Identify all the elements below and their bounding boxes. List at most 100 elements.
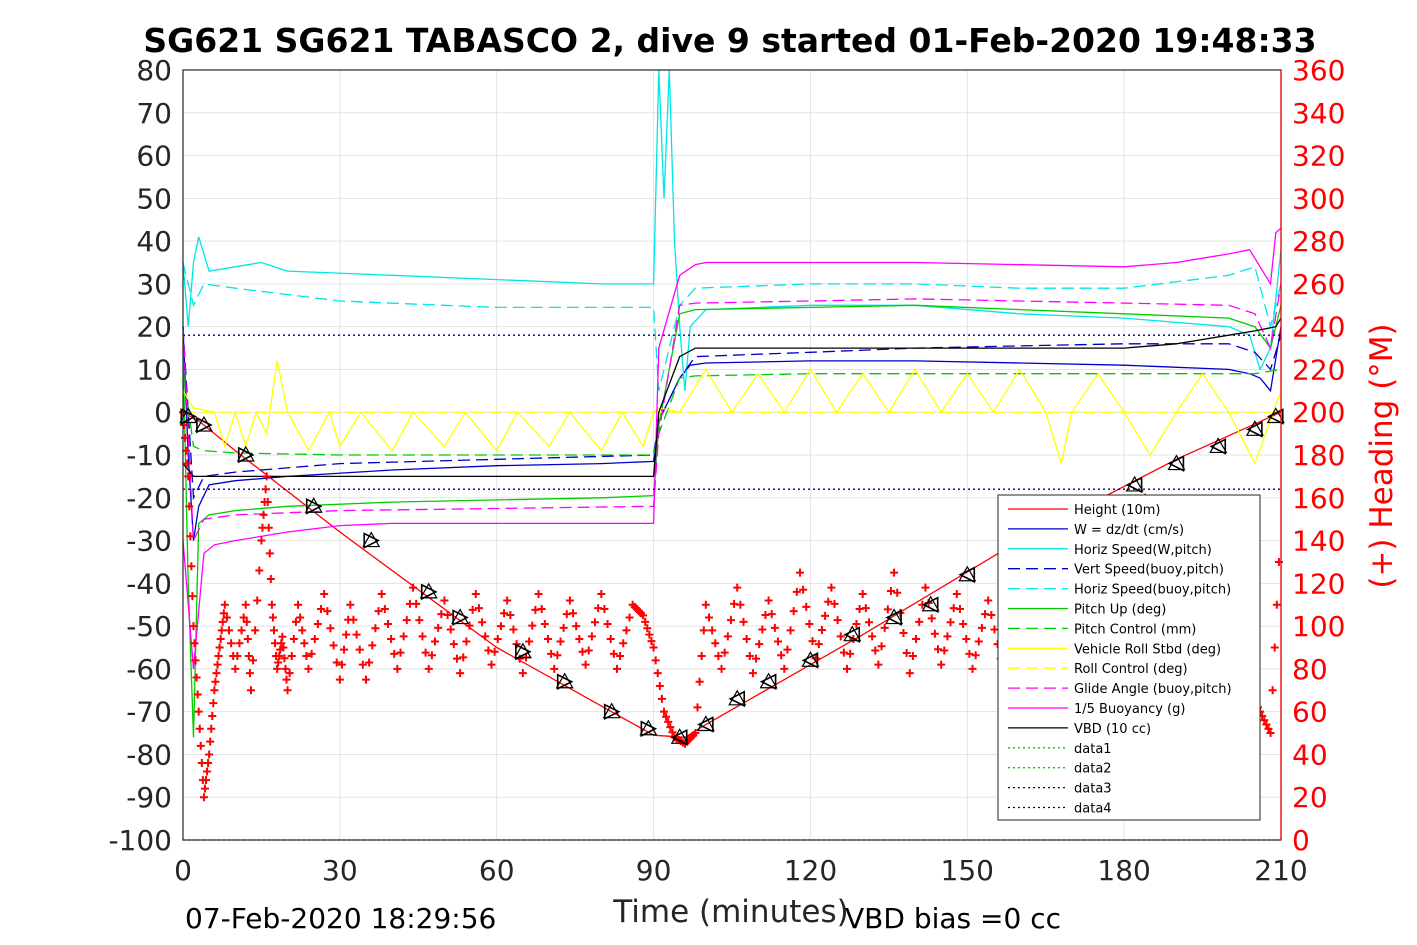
x-axis-label: Time (minutes)	[612, 894, 848, 930]
heading-point	[183, 459, 192, 468]
heading-point	[877, 642, 886, 651]
depth-marker	[513, 642, 532, 659]
heading-point	[550, 664, 559, 673]
heading-point	[733, 583, 742, 592]
legend-label: 1/5 Buoyancy (g)	[1074, 702, 1185, 717]
heading-point	[786, 626, 795, 635]
heading-point	[905, 669, 914, 678]
heading-point	[805, 619, 814, 628]
heading-point	[821, 611, 830, 620]
series-line	[182, 360, 1282, 466]
heading-point	[668, 728, 677, 737]
heading-point	[572, 622, 581, 631]
depth-marker	[801, 652, 819, 669]
heading-point	[471, 590, 480, 599]
y-tick-label: -10	[126, 439, 172, 472]
heading-point	[264, 523, 273, 532]
heading-point	[664, 717, 673, 726]
heading-point	[310, 634, 319, 643]
depth-marker	[419, 582, 438, 599]
heading-point	[959, 619, 968, 628]
heading-point	[323, 607, 332, 616]
heading-point	[540, 619, 549, 628]
depth-marker	[843, 625, 862, 642]
heading-point	[934, 645, 943, 654]
heading-point	[1266, 729, 1275, 738]
legend-label: data3	[1074, 782, 1112, 797]
heading-point	[641, 617, 650, 626]
heading-point	[649, 643, 658, 652]
depth-marker	[420, 583, 438, 601]
heading-point	[736, 600, 745, 609]
heading-point	[307, 649, 316, 658]
heading-point	[275, 652, 284, 661]
depth-marker	[305, 498, 323, 515]
heading-point	[243, 634, 252, 643]
heading-point	[294, 600, 303, 609]
heading-point	[767, 610, 776, 619]
heading-point	[208, 711, 217, 720]
legend-label: Horiz Speed(W,pitch)	[1074, 543, 1212, 558]
heading-point	[368, 641, 377, 650]
heading-point	[296, 613, 305, 622]
heading-point	[666, 723, 675, 732]
heading-point	[795, 568, 804, 577]
heading-point	[864, 618, 873, 627]
heading-point	[861, 604, 870, 613]
heading-point	[194, 707, 203, 716]
heading-point	[346, 600, 355, 609]
heading-point	[456, 669, 465, 678]
heading-point	[1260, 716, 1269, 725]
legend-label: data1	[1074, 742, 1112, 757]
heading-point	[189, 622, 198, 631]
heading-point	[742, 634, 751, 643]
heading-point	[789, 607, 798, 616]
heading-point	[714, 652, 723, 661]
y2-tick-label: 320	[1292, 140, 1345, 173]
heading-point	[792, 587, 801, 596]
depth-marker	[885, 609, 902, 626]
heading-point	[758, 625, 767, 634]
heading-point	[217, 626, 226, 635]
heading-point	[559, 623, 568, 632]
depth-marker	[1209, 437, 1228, 454]
y-tick-label: 50	[136, 182, 172, 215]
y-tick-label: -40	[126, 567, 172, 600]
heading-point	[210, 686, 219, 695]
heading-point	[390, 649, 399, 658]
heading-point	[616, 652, 625, 661]
heading-point	[195, 724, 204, 733]
depth-marker	[728, 689, 747, 706]
heading-point	[912, 634, 921, 643]
heading-point	[335, 675, 344, 684]
heading-point	[200, 784, 209, 793]
heading-point	[352, 630, 361, 639]
axes: 0 30 60 90 120 150 180 21080706050403020100-10-…	[108, 54, 1345, 887]
heading-point	[211, 677, 220, 686]
heading-point	[298, 626, 307, 635]
heading-point	[259, 510, 268, 519]
y2-tick-label: 200	[1292, 396, 1345, 429]
depth-marker	[237, 446, 255, 464]
heading-point	[245, 669, 254, 678]
y-tick-label: -90	[126, 781, 172, 814]
legend: Height (10m) W = dz/dt (cm/s) Horiz Speed(…	[997, 494, 1261, 821]
depth-marker	[670, 729, 688, 746]
heading-point	[320, 590, 329, 599]
x-tick-label: 30	[322, 854, 358, 887]
heading-point	[280, 654, 289, 663]
heading-point	[893, 588, 902, 597]
heading-point	[237, 626, 246, 635]
heading-point	[846, 649, 855, 658]
heading-point	[691, 729, 700, 738]
depth-marker	[1125, 476, 1143, 494]
heading-point	[868, 632, 877, 641]
heading-point	[205, 750, 214, 759]
heading-point	[199, 793, 208, 802]
depth-marker	[1266, 407, 1285, 424]
heading-point	[239, 613, 248, 622]
series-line	[182, 326, 1282, 501]
heading-point	[355, 645, 364, 654]
y2-tick-label: 60	[1292, 696, 1328, 729]
